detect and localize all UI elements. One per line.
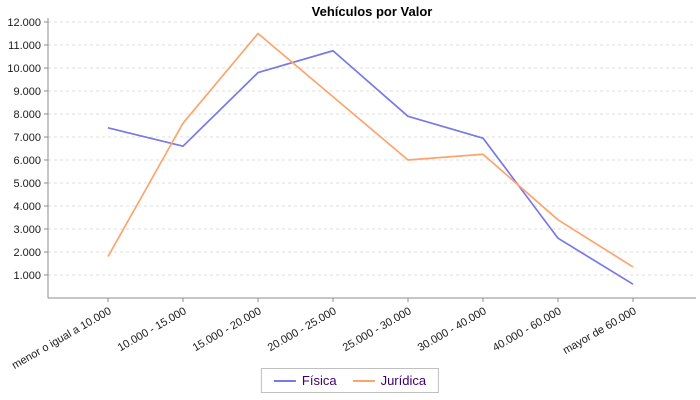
x-tick-label: 15.000 - 20.000 — [191, 305, 264, 354]
legend-item-fisica: Física — [273, 373, 337, 388]
y-tick-label: 4.000 — [13, 201, 41, 213]
y-tick-label: 7.000 — [13, 132, 41, 144]
series-lines — [107, 32, 634, 285]
x-tick-label: 25.000 - 30.000 — [341, 305, 414, 354]
y-tick-label: 11.000 — [8, 40, 41, 52]
y-tick-label: 12.000 — [7, 17, 41, 29]
x-tick-label: 10.000 - 15.000 — [116, 305, 189, 354]
y-tick-label: 10.000 — [7, 63, 41, 75]
tick-marks — [44, 21, 634, 302]
chart-title: Vehículos por Valor — [311, 4, 433, 19]
legend-label-juridica: Jurídica — [380, 373, 427, 388]
legend: Física Jurídica — [260, 368, 440, 393]
juridica-line-swatch — [352, 379, 375, 382]
x-tick-label: mayor de 60.000 — [561, 305, 639, 357]
y-tick-label: 3.000 — [13, 224, 41, 236]
fisica-line-swatch — [273, 379, 296, 382]
series-line-fisica — [107, 49, 634, 285]
x-tick-label: 40.000 - 60.000 — [491, 305, 564, 354]
x-tick-label: 20.000 - 25.000 — [266, 305, 339, 354]
y-tick-label: 5.000 — [13, 178, 41, 190]
y-tick-label: 2.000 — [13, 247, 41, 259]
legend-item-juridica: Jurídica — [352, 373, 427, 388]
y-tick-label: 9.000 — [13, 86, 41, 98]
y-tick-label: 6.000 — [13, 155, 41, 167]
gridlines — [48, 21, 696, 276]
y-tick-label: 1.000 — [13, 270, 41, 282]
y-tick-label: 8.000 — [13, 109, 41, 121]
x-axis-labels: menor o igual a 10.000 10.000 - 15.000 15.… — [10, 305, 638, 372]
series-line-juridica — [107, 32, 634, 268]
x-tick-label: menor o igual a 10.000 — [10, 305, 113, 372]
legend-label-fisica: Física — [301, 373, 337, 388]
axes — [47, 18, 696, 299]
x-tick-label: 30.000 - 40.000 — [416, 305, 489, 354]
y-axis-labels: 1.000 2.000 3.000 4.000 5.000 6.000 7.000 8.000… — [7, 17, 41, 282]
